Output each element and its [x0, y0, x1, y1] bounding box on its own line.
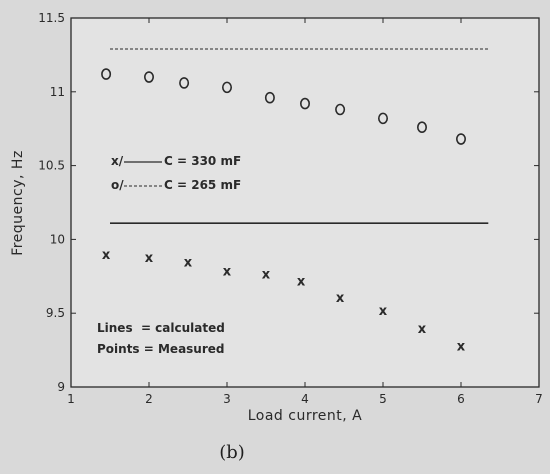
point-265mf: [377, 112, 388, 125]
point-265mf: [222, 81, 233, 94]
y-tick-label: 9.5: [46, 306, 65, 320]
y-tick-label: 10: [50, 232, 65, 246]
figure-caption: (b): [219, 442, 245, 463]
measured-points: x x x x x x x x x x: [101, 68, 466, 355]
x-tick-label: 4: [301, 392, 309, 406]
point-330mf: x: [102, 248, 111, 263]
legend-label-330: C = 330 mF: [164, 154, 241, 168]
point-265mf: [299, 97, 310, 110]
point-330mf: x: [184, 256, 193, 271]
x-tick-label: 7: [535, 392, 543, 406]
point-330mf: x: [418, 322, 427, 337]
point-330mf: x: [379, 304, 388, 319]
point-265mf: [264, 91, 275, 104]
x-tick-label: 1: [67, 392, 75, 406]
x-axis-label: Load current, A: [248, 408, 363, 424]
plot-area: [70, 17, 540, 388]
point-330mf: x: [223, 264, 232, 279]
point-330mf: x: [297, 275, 306, 290]
point-265mf: [455, 133, 466, 145]
legend-label-265: C = 265 mF: [164, 178, 241, 192]
legend-prefix-o: o/: [111, 178, 124, 192]
legend-prefix-x: x/: [111, 154, 124, 168]
ticks-layer: 1 2 3 4 5 6 7 9 9.5 10 10.5 11 11.5: [38, 11, 543, 406]
legend: x/ C = 330 mF o/ C = 265 mF: [111, 154, 241, 192]
x-tick-label: 6: [457, 392, 465, 406]
point-330mf: x: [457, 340, 466, 355]
point-265mf: [416, 121, 427, 134]
y-tick-label: 9: [57, 380, 65, 394]
y-axis-label: Frequency, Hz: [10, 150, 26, 256]
point-330mf: x: [145, 251, 154, 266]
x-tick-label: 2: [145, 392, 153, 406]
point-330mf: x: [336, 291, 345, 306]
x-tick-label: 3: [223, 392, 231, 406]
y-tick-label: 11.5: [38, 11, 65, 25]
point-265mf: [335, 103, 346, 116]
annotation-lines: Lines = calculated: [97, 321, 225, 335]
x-tick-label: 5: [379, 392, 387, 406]
y-tick-label: 10.5: [38, 159, 65, 173]
y-tick-label: 11: [50, 85, 65, 99]
point-265mf: [179, 77, 190, 89]
point-330mf: x: [262, 267, 271, 282]
calculated-lines: [110, 48, 489, 224]
annotation-points: Points = Measured: [97, 342, 225, 356]
point-265mf: [144, 71, 155, 83]
point-265mf: [101, 68, 112, 80]
